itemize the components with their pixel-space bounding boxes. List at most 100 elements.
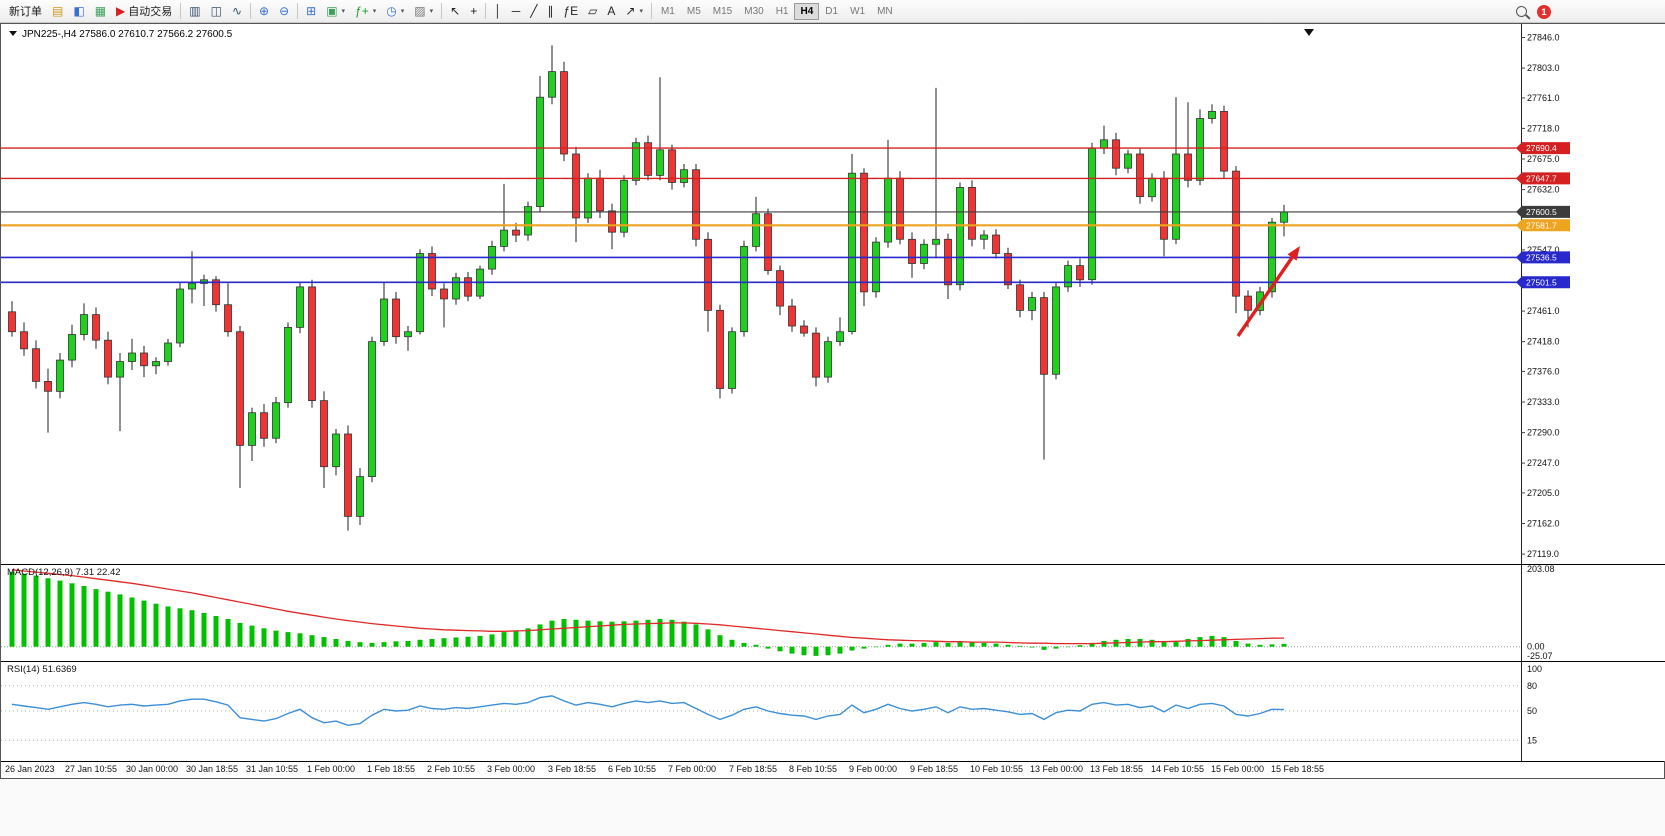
- trend-arrow[interactable]: [1236, 246, 1300, 337]
- price-axis-label: 27461.0: [1527, 306, 1560, 316]
- time-axis[interactable]: 26 Jan 2023 27 Jan 10:55 30 Jan 00:00 30 Ja…: [1, 761, 1664, 778]
- text-icon[interactable]: A: [607, 4, 616, 18]
- new-chart-icon[interactable]: ▣ ▾: [326, 4, 346, 18]
- support-1-badge: 27536.5: [1516, 251, 1570, 264]
- candle: [368, 341, 376, 478]
- candle: [608, 210, 616, 233]
- price-chart-canvas[interactable]: 27846.0 27803.0 27761.0 27718.0 27675.0 27632…: [1, 24, 1665, 564]
- candle: [548, 71, 556, 98]
- candle: [356, 476, 364, 517]
- dropdown-caret-icon: ▾: [341, 8, 346, 15]
- trendline-icon[interactable]: ╱: [530, 4, 538, 18]
- time-axis-label: 3 Feb 18:55: [548, 764, 597, 774]
- zoom-in-icon[interactable]: ⊕: [259, 4, 270, 18]
- candle: [764, 213, 772, 271]
- candle: [308, 286, 316, 401]
- candle: [236, 331, 244, 446]
- candle: [332, 433, 340, 468]
- market-watch-icon[interactable]: ▤: [52, 4, 64, 18]
- svg-text:27581.7: 27581.7: [1526, 220, 1557, 230]
- line-chart-icon[interactable]: ∿: [231, 4, 243, 18]
- notification-badge[interactable]: 1: [1537, 4, 1551, 19]
- indicators-icon[interactable]: ƒ+ ▾: [355, 4, 377, 18]
- resistance-1-badge: 27690.4: [1516, 142, 1570, 155]
- chart-symbol-label: JPN225-,H4 27586.0 27610.7 27566.2 27600…: [22, 29, 233, 40]
- candle: [668, 149, 676, 183]
- candle: [920, 243, 928, 264]
- timeframe-m5-button[interactable]: M5: [686, 5, 701, 17]
- symbol-dropdown-icon[interactable]: [9, 31, 17, 36]
- autotrading-button[interactable]: ▶ 自动交易: [116, 4, 173, 18]
- navigator-icon[interactable]: ▦: [94, 4, 107, 18]
- dropdown-caret-icon: ▾: [429, 8, 434, 15]
- price-axis-label: 27333.0: [1527, 397, 1560, 407]
- pivot-badge: 27581.7: [1516, 219, 1570, 232]
- candle: [632, 142, 640, 181]
- price-axis-label: 27803.0: [1527, 63, 1560, 73]
- timeframe-h4-button[interactable]: H4: [794, 2, 820, 20]
- timeframe-m15-button[interactable]: M15: [712, 5, 733, 17]
- current-price-badge: 27600.5: [1516, 205, 1570, 218]
- candle: [104, 339, 112, 378]
- candle: [284, 326, 292, 404]
- cursor-icon[interactable]: ↖: [450, 4, 461, 18]
- price-axis-label: 27247.0: [1527, 458, 1560, 468]
- timeframe-m30-button[interactable]: M30: [744, 5, 764, 17]
- templates-icon[interactable]: ▨ ▾: [414, 4, 434, 18]
- rsi-indicator-panel[interactable]: 100 80 50 15 RSI(14) 51.6369: [1, 661, 1665, 761]
- candle: [944, 238, 952, 286]
- time-axis-label: 3 Feb 00:00: [487, 764, 536, 774]
- new-order-button[interactable]: 新订单: [9, 6, 42, 18]
- candle: [464, 277, 472, 297]
- candle: [1196, 118, 1204, 181]
- fibonacci-icon[interactable]: ƒE: [563, 4, 579, 18]
- candle: [824, 341, 832, 378]
- chart-shift-marker[interactable]: [1304, 29, 1314, 36]
- data-window-icon[interactable]: ◧: [73, 4, 85, 18]
- svg-text:27690.4: 27690.4: [1526, 143, 1557, 153]
- candle: [260, 412, 268, 439]
- zoom-out-icon[interactable]: ⊖: [279, 4, 290, 18]
- candle: [1208, 111, 1216, 119]
- macd-indicator-panel[interactable]: 203.08 0.00-25.07 MACD(12,26,9) 7.31 22.42: [1, 564, 1665, 661]
- bar-chart-icon[interactable]: ▥: [189, 4, 201, 18]
- candle: [740, 245, 748, 333]
- candle: [92, 314, 100, 341]
- price-axis-label: 27376.0: [1527, 366, 1560, 376]
- timeframe-d1-button[interactable]: D1: [825, 5, 839, 17]
- resistance-2-badge: 27647.7: [1516, 172, 1570, 185]
- search-icon[interactable]: [1516, 6, 1527, 17]
- candle: [500, 229, 508, 247]
- tile-windows-icon[interactable]: ⊞: [306, 4, 317, 18]
- timeframe-m1-button[interactable]: M1: [660, 5, 675, 17]
- macd-signal-line: [11, 569, 1285, 645]
- crosshair-icon[interactable]: +: [470, 4, 478, 18]
- time-axis-label: 9 Feb 00:00: [849, 764, 898, 774]
- candle: [1040, 297, 1048, 375]
- candle: [560, 71, 568, 155]
- time-axis-label: 8 Feb 10:55: [789, 764, 838, 774]
- vertical-line-icon[interactable]: │: [494, 4, 502, 18]
- candlestick-chart-icon[interactable]: ◫: [210, 4, 222, 18]
- candle: [1052, 286, 1060, 375]
- timeframe-h1-button[interactable]: H1: [775, 5, 789, 17]
- candle: [752, 213, 760, 247]
- horizontal-line-icon[interactable]: ─: [511, 4, 521, 18]
- equidistant-channel-icon[interactable]: ∥: [547, 4, 554, 18]
- periods-icon[interactable]: ◷ ▾: [386, 4, 405, 18]
- time-axis-label: 7 Feb 00:00: [668, 764, 717, 774]
- candle: [164, 342, 172, 362]
- candle: [812, 332, 820, 378]
- candle: [428, 253, 436, 290]
- timeframe-mn-button[interactable]: MN: [877, 5, 893, 17]
- arrows-icon[interactable]: ↗ ▾: [625, 4, 643, 18]
- chart-window[interactable]: 27846.0 27803.0 27761.0 27718.0 27675.0 27632…: [0, 23, 1665, 779]
- time-axis-label: 6 Feb 10:55: [608, 764, 657, 774]
- price-axis-label: 27290.0: [1527, 428, 1560, 438]
- shapes-icon[interactable]: ▱: [588, 4, 598, 18]
- window-bottom-area: [0, 779, 1665, 836]
- price-axis-label: 27418.0: [1527, 337, 1560, 347]
- timeframe-w1-button[interactable]: W1: [850, 5, 866, 17]
- candle: [224, 304, 232, 333]
- candle: [884, 177, 892, 243]
